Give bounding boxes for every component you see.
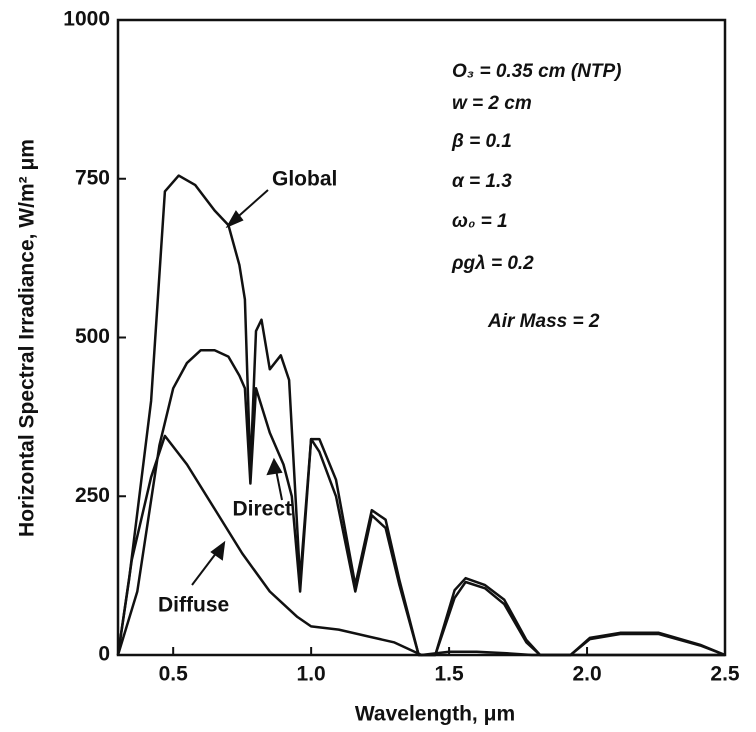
series-label: Global: [272, 168, 337, 191]
y-axis-label: Horizontal Spectral Irradiance, W/m² μm: [16, 139, 39, 537]
annotation: β = 0.1: [451, 131, 512, 152]
annotation: w = 2 cm: [452, 93, 532, 114]
annotation: ω₀ = 1: [452, 211, 508, 232]
arrowhead: [266, 457, 283, 476]
y-tick-label: 250: [75, 484, 110, 507]
x-tick-label: 1.0: [297, 663, 326, 686]
annotation: ρgλ = 0.2: [451, 253, 534, 274]
series-label: Diffuse: [158, 594, 229, 617]
series-label: Direct: [232, 498, 292, 521]
arrowhead: [210, 540, 226, 561]
x-tick-label: 0.5: [159, 663, 189, 686]
y-tick-label: 1000: [63, 8, 110, 31]
x-tick-label: 2.0: [572, 663, 601, 686]
arrowhead: [225, 210, 244, 229]
y-tick-label: 750: [75, 166, 110, 189]
series-line: [116, 174, 726, 657]
arrows: [191, 189, 283, 586]
plot-frame: [116, 18, 727, 657]
annotation: Air Mass = 2: [487, 311, 600, 332]
x-axis-label: Wavelength, μm: [355, 703, 515, 726]
x-tick-label: 1.5: [434, 663, 464, 686]
x-tick-label: 2.5: [710, 663, 740, 686]
y-tick-label: 0: [98, 643, 110, 666]
annotation: α = 1.3: [452, 171, 512, 192]
annotation: O₃ = 0.35 cm (NTP): [452, 61, 621, 82]
series-line: [116, 434, 725, 657]
y-tick-label: 500: [75, 325, 110, 348]
